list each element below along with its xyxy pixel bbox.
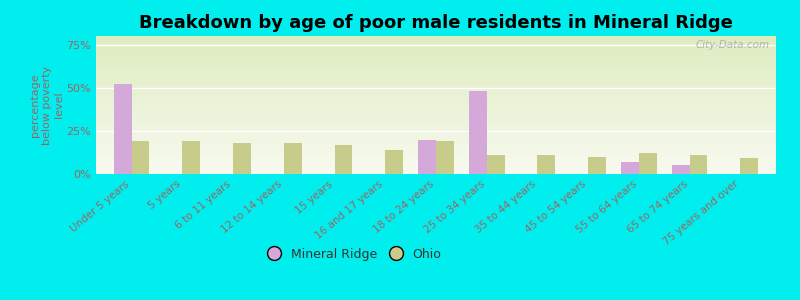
Bar: [672, 165, 690, 174]
Bar: [486, 155, 505, 174]
Bar: [386, 150, 403, 174]
Legend: Mineral Ridge, Ohio: Mineral Ridge, Ohio: [262, 242, 447, 267]
Bar: [284, 143, 302, 174]
Text: City-Data.com: City-Data.com: [695, 40, 770, 50]
Bar: [131, 141, 150, 174]
Bar: [588, 157, 606, 174]
Bar: [622, 162, 639, 174]
Bar: [538, 155, 555, 174]
Bar: [233, 143, 250, 174]
Bar: [741, 158, 758, 174]
Bar: [182, 141, 200, 174]
Bar: [418, 140, 436, 174]
Y-axis label: percentage
below poverty
level: percentage below poverty level: [30, 65, 64, 145]
Title: Breakdown by age of poor male residents in Mineral Ridge: Breakdown by age of poor male residents …: [139, 14, 733, 32]
Bar: [690, 155, 707, 174]
Bar: [469, 91, 486, 174]
Bar: [639, 153, 657, 174]
Bar: [436, 141, 454, 174]
Bar: [334, 145, 352, 174]
Bar: [114, 84, 131, 174]
